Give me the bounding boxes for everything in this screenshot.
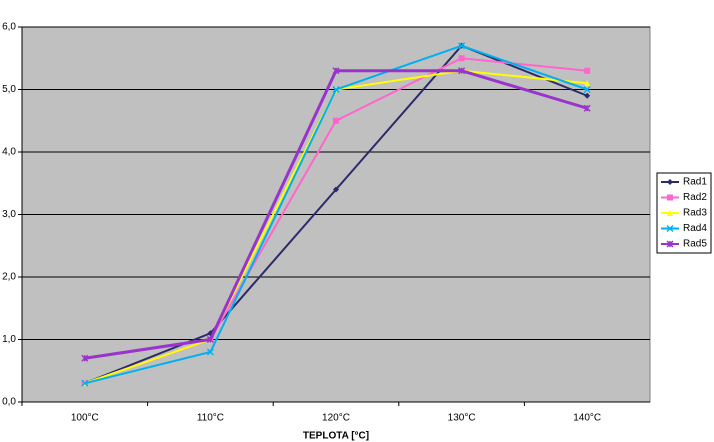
y-tick-label: 0,0 bbox=[2, 397, 16, 408]
x-axis-title: TEPLOTA [°C] bbox=[303, 431, 369, 442]
marker bbox=[458, 67, 466, 75]
x-tick-label: 140°C bbox=[573, 413, 601, 424]
marker bbox=[584, 92, 591, 99]
x-tick-label: 130°C bbox=[448, 413, 476, 424]
marker bbox=[666, 224, 674, 233]
marker bbox=[206, 335, 214, 344]
marker bbox=[81, 379, 89, 387]
legend-label: Rad1 bbox=[683, 177, 707, 188]
marker bbox=[584, 67, 591, 74]
marker bbox=[667, 210, 673, 216]
marker bbox=[583, 104, 591, 112]
marker bbox=[458, 42, 466, 50]
marker bbox=[81, 354, 89, 362]
y-tick-label: 4,0 bbox=[2, 147, 16, 158]
legend-label: Rad5 bbox=[683, 239, 707, 250]
y-tick-label: 1,0 bbox=[2, 334, 16, 345]
legend-label: Rad3 bbox=[683, 208, 707, 219]
y-tick-label: 5,0 bbox=[2, 84, 16, 95]
marker bbox=[206, 348, 214, 356]
marker bbox=[667, 194, 673, 201]
marker bbox=[666, 240, 674, 248]
marker bbox=[667, 179, 673, 185]
legend-label: Rad2 bbox=[683, 192, 707, 203]
x-tick-label: 110°C bbox=[197, 413, 224, 424]
y-tick-label: 6,0 bbox=[2, 22, 16, 33]
x-tick-label: 120°C bbox=[322, 413, 350, 424]
y-tick-label: 2,0 bbox=[2, 272, 16, 283]
marker bbox=[332, 85, 340, 94]
marker bbox=[333, 117, 339, 124]
marker bbox=[584, 80, 591, 87]
marker bbox=[583, 85, 591, 94]
marker bbox=[333, 186, 339, 193]
legend-label: Rad4 bbox=[683, 223, 707, 234]
x-tick-label: 100°C bbox=[71, 413, 99, 424]
marker bbox=[332, 67, 340, 75]
y-tick-label: 3,0 bbox=[2, 209, 16, 220]
marker bbox=[458, 55, 465, 62]
